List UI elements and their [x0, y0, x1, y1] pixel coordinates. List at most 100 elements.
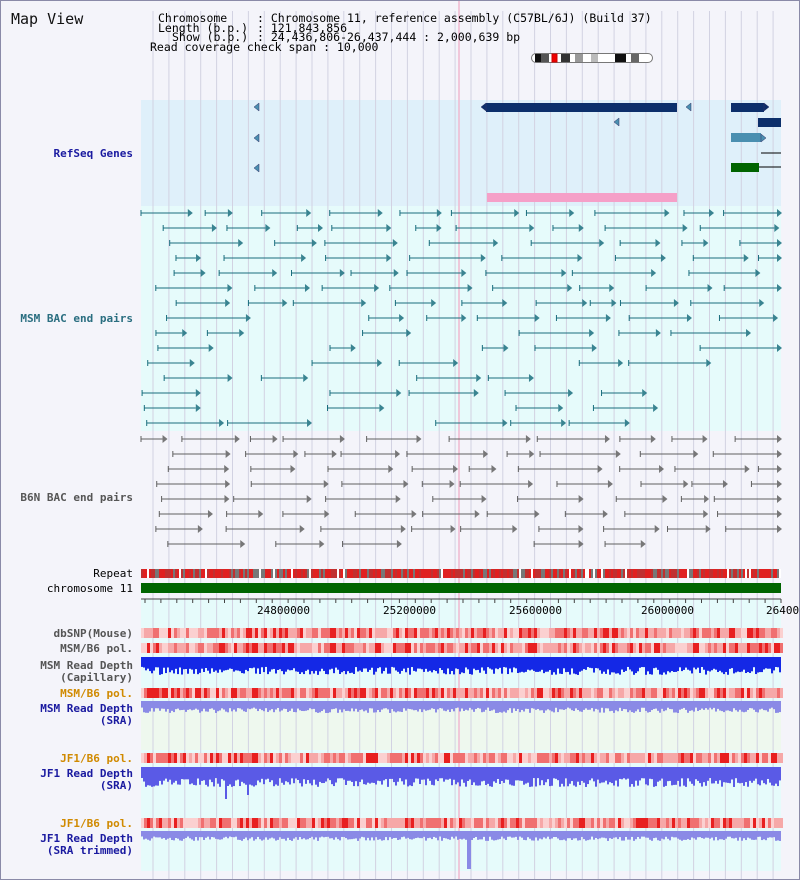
jf1-trim-depth-bar — [575, 831, 577, 839]
b6n-bac-pair-arrow — [449, 480, 455, 488]
msm-b6-pol-cell — [477, 643, 480, 653]
b6n-bac-pair-arrow — [512, 525, 518, 533]
msm-b6-pol-cell — [684, 643, 687, 653]
jf1-trim-depth-bar — [245, 831, 247, 838]
msm-sra-depth-bar — [177, 701, 179, 709]
jf1-sra-depth-bar — [701, 767, 703, 787]
jf1-pol-cell — [171, 753, 174, 763]
msm-b6-sra-pol-cell — [405, 688, 408, 698]
msm-b6-sra-pol-cell — [252, 688, 255, 698]
jf1-trim-depth-bar — [525, 831, 527, 841]
repeat-segment — [435, 569, 437, 578]
dbsnp-cell — [600, 628, 603, 638]
msm-capillary-depth-bar — [161, 657, 163, 675]
msm-b6-pol-cell — [327, 643, 330, 653]
msm-sra-depth-bar — [753, 701, 755, 710]
chromosome-ideogram[interactable] — [531, 53, 653, 63]
msm-sra-depth-bar — [585, 701, 587, 709]
jf1-sra-depth-bar — [383, 767, 385, 781]
msm-capillary-depth-bar — [609, 657, 611, 675]
msm-capillary-depth-bar — [511, 657, 513, 673]
repeat-segment — [407, 569, 409, 578]
repeat-segment — [471, 569, 473, 578]
msm-bac-pair-arrow — [473, 389, 479, 397]
jf1-pol-trim-cell — [702, 818, 705, 828]
msm-b6-sra-pol-cell — [180, 688, 183, 698]
msm-b6-sra-pol-cell — [294, 688, 297, 698]
msm-b6-sra-pol-cell — [702, 688, 705, 698]
b6n-bac-pair-arrow — [395, 495, 401, 503]
msm-capillary-depth-bar — [567, 657, 569, 672]
jf1-pol-trim-cell — [189, 818, 192, 828]
jf1-trim-depth-bar — [283, 831, 285, 839]
jf1-sra-depth-bar — [287, 767, 289, 783]
jf1-pol-cell — [579, 753, 582, 763]
jf1-sra-depth-bar — [731, 767, 733, 780]
repeat-segment — [145, 569, 147, 578]
jf1-pol-trim-cell — [711, 818, 714, 828]
jf1-pol-cell — [192, 753, 195, 763]
dbsnp-cell — [603, 628, 606, 638]
repeat-segment — [641, 569, 643, 578]
msm-b6-pol-cell — [654, 643, 657, 653]
jf1-pol-cell — [513, 753, 516, 763]
msm-b6-sra-pol-cell — [240, 688, 243, 698]
jf1-sra-depth-bar — [225, 767, 227, 799]
repeat-segment — [267, 569, 269, 578]
repeat-segment — [733, 569, 735, 578]
repeat-segment — [653, 569, 655, 578]
jf1-sra-depth-bar — [243, 767, 245, 784]
repeat-segment — [511, 569, 513, 578]
jf1-trim-depth-bar — [277, 831, 279, 840]
msm-b6-sra-pol-cell — [567, 688, 570, 698]
msm-capillary-depth-bar — [449, 657, 451, 675]
jf1-pol-trim-cell — [168, 818, 171, 828]
jf1-pol-trim-cell — [234, 818, 237, 828]
jf1-sra-depth-bar — [577, 767, 579, 782]
msm-sra-depth-bar — [423, 701, 425, 710]
msm-b6-sra-pol-cell — [231, 688, 234, 698]
b6n-bac-pair-arrow — [290, 465, 296, 473]
dbsnp-cell — [516, 628, 519, 638]
msm-capillary-depth-bar — [499, 657, 501, 668]
jf1-pol-trim-cell — [573, 818, 576, 828]
msm-b6-sra-pol-cell — [678, 688, 681, 698]
repeat-segment — [601, 569, 603, 578]
msm-sra-depth-bar — [563, 701, 565, 710]
msm-capillary-depth-bar — [593, 657, 595, 673]
msm-sra-depth-bar — [675, 701, 677, 713]
jf1-trim-depth-bar — [463, 831, 465, 839]
jf1-sra-depth-bar — [239, 767, 241, 787]
msm-capillary-depth-bar — [307, 657, 309, 670]
msm-b6-sra-pol-cell — [477, 688, 480, 698]
repeat-segment — [561, 569, 563, 578]
msm-capillary-depth-bar — [325, 657, 327, 675]
msm-sra-depth-bar — [637, 701, 639, 710]
dbsnp-cell — [279, 628, 282, 638]
repeat-segment — [439, 569, 441, 578]
jf1-sra-depth-bar — [165, 767, 167, 779]
msm-capillary-depth-bar — [663, 657, 665, 673]
msm-b6-sra-pol-cell — [552, 688, 555, 698]
jf1-sra-depth-bar — [597, 767, 599, 780]
dbsnp-cell — [702, 628, 705, 638]
jf1-trim-depth-bar — [739, 831, 741, 838]
jf1-pol-trim-cell — [393, 818, 396, 828]
jf1-trim-depth-bar — [379, 831, 381, 840]
msm-capillary-depth-bar — [381, 657, 383, 674]
repeat-segment — [361, 569, 363, 578]
msm-b6-sra-pol-cell — [690, 688, 693, 698]
dbsnp-cell — [234, 628, 237, 638]
msm-b6-pol-cell — [480, 643, 483, 653]
dbsnp-cell — [201, 628, 204, 638]
msm-b6-sra-pol-cell — [501, 688, 504, 698]
msm-sra-depth-bar — [763, 701, 765, 711]
msm-sra-depth-bar — [285, 701, 287, 709]
repeat-segment — [273, 569, 275, 578]
jf1-sra-depth-bar — [217, 767, 219, 784]
msm-bac-pair-arrow — [582, 299, 588, 307]
msm-sra-depth-bar — [245, 701, 247, 712]
msm-b6-pol-cell — [474, 643, 477, 653]
jf1-pol-cell — [726, 753, 729, 763]
jf1-pol-cell — [555, 753, 558, 763]
